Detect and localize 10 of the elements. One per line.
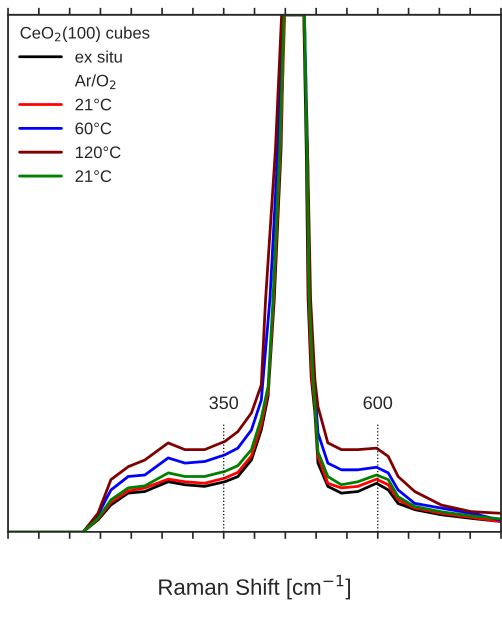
legend-title: CeO$_{2}$(100) cubes — [20, 26, 150, 42]
x-tick-label: 350 — [209, 396, 238, 410]
annotation: Ar/O$_{2}$ — [74, 74, 116, 90]
legend-label: 60°C — [76, 122, 112, 134]
x-axis-title: Raman Shift [cm$^{−1}$] — [159, 574, 350, 600]
legend-label: ex situ — [75, 50, 122, 63]
legend-label: 21°C — [76, 170, 112, 182]
legend-label: 120°C — [76, 146, 121, 158]
legend-label: 21°C — [76, 98, 112, 110]
x-tick-label: 600 — [364, 396, 392, 410]
